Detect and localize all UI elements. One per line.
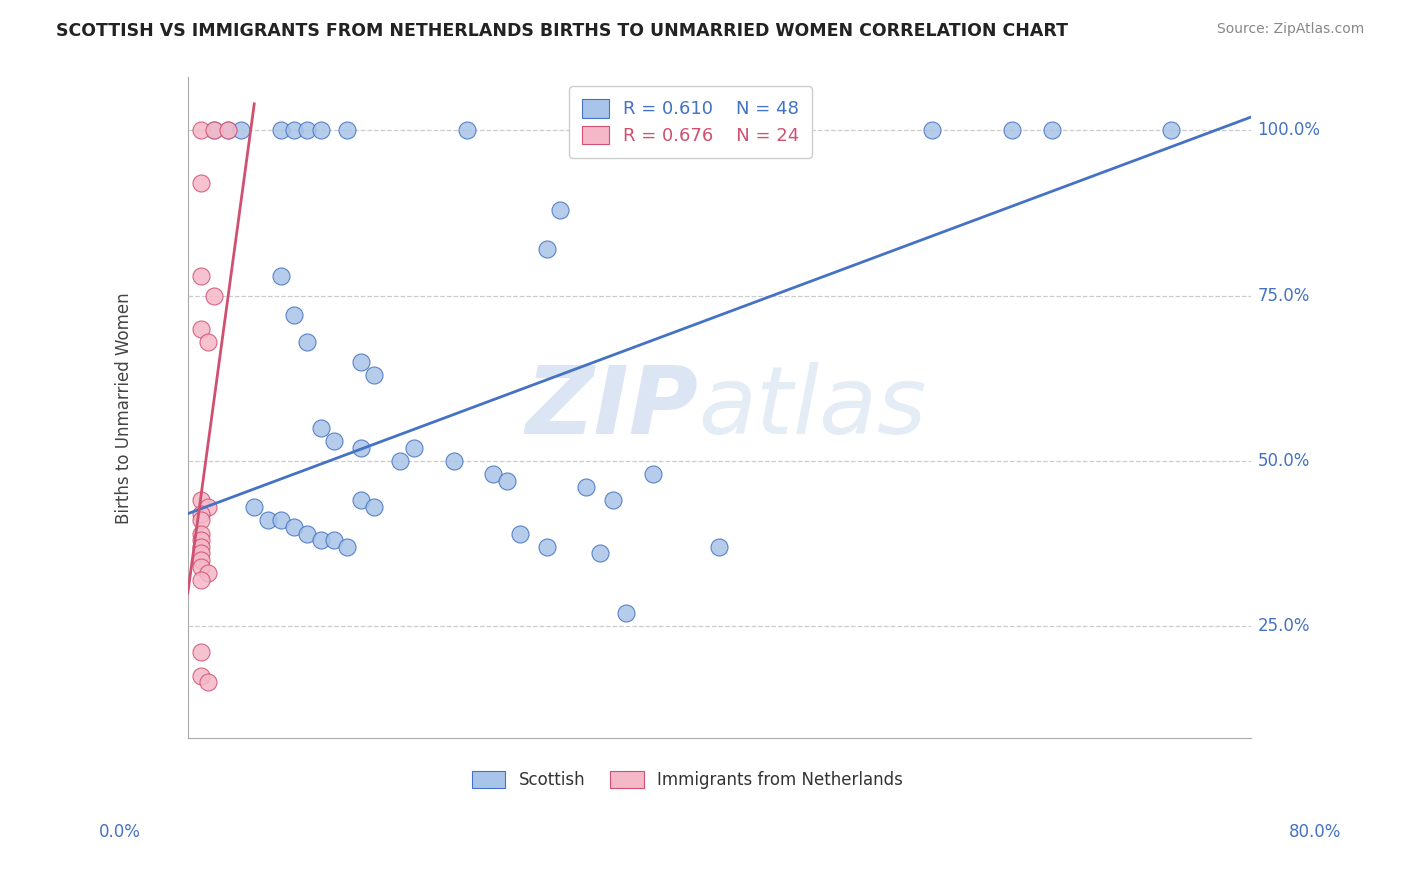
Point [297, 123, 319, 137]
Point [456, 123, 478, 137]
Point [197, 334, 219, 349]
Point [1040, 123, 1063, 137]
Point [190, 533, 212, 548]
Point [1001, 123, 1024, 137]
Text: SCOTTISH VS IMMIGRANTS FROM NETHERLANDS BIRTHS TO UNMARRIED WOMEN CORRELATION CH: SCOTTISH VS IMMIGRANTS FROM NETHERLANDS … [56, 22, 1069, 40]
Text: Births to Unmarried Women: Births to Unmarried Women [115, 292, 134, 524]
Point [190, 546, 212, 560]
Point [190, 513, 212, 527]
Point [548, 202, 571, 217]
Point [614, 606, 637, 620]
Point [217, 123, 239, 137]
Point [256, 513, 278, 527]
Point [349, 441, 371, 455]
Point [202, 123, 225, 137]
Point [482, 467, 505, 481]
Point [270, 513, 292, 527]
Point [202, 123, 225, 137]
Point [495, 474, 517, 488]
Point [297, 526, 319, 541]
Point [197, 566, 219, 581]
Point [336, 540, 359, 554]
Text: 100.0%: 100.0% [1257, 121, 1320, 139]
Point [536, 540, 558, 554]
Text: Source: ZipAtlas.com: Source: ZipAtlas.com [1216, 22, 1364, 37]
Point [190, 268, 212, 283]
Point [402, 441, 425, 455]
Text: ZIP: ZIP [526, 362, 699, 454]
Point [190, 573, 212, 587]
Point [190, 540, 212, 554]
Point [363, 368, 385, 382]
Point [217, 123, 239, 137]
Point [323, 533, 346, 548]
Point [1267, 123, 1289, 137]
Point [309, 533, 332, 548]
Point [229, 123, 252, 137]
Point [349, 354, 371, 368]
Point [297, 334, 319, 349]
Point [190, 123, 212, 137]
Point [202, 288, 225, 302]
Text: 0.0%: 0.0% [98, 822, 141, 840]
Text: 50.0%: 50.0% [1257, 452, 1310, 470]
Point [323, 434, 346, 448]
Point [190, 668, 212, 682]
Text: 80.0%: 80.0% [1288, 822, 1341, 840]
Point [190, 553, 212, 567]
Point [761, 123, 783, 137]
Text: 25.0%: 25.0% [1257, 617, 1310, 635]
Point [1160, 123, 1182, 137]
Point [190, 493, 212, 508]
Point [270, 268, 292, 283]
Point [197, 675, 219, 690]
Point [363, 500, 385, 514]
Point [921, 123, 943, 137]
Point [349, 493, 371, 508]
Point [602, 493, 624, 508]
Point [509, 526, 531, 541]
Text: 75.0%: 75.0% [1257, 286, 1310, 304]
Point [589, 546, 612, 560]
Point [283, 123, 305, 137]
Legend: Scottish, Immigrants from Netherlands: Scottish, Immigrants from Netherlands [458, 758, 917, 803]
Point [190, 645, 212, 659]
Point [389, 454, 412, 468]
Point [309, 123, 332, 137]
Text: atlas: atlas [699, 362, 927, 453]
Point [243, 500, 266, 514]
Point [190, 176, 212, 190]
Point [190, 321, 212, 335]
Point [197, 500, 219, 514]
Point [190, 507, 212, 521]
Point [575, 480, 598, 494]
Point [709, 540, 731, 554]
Point [536, 242, 558, 256]
Point [309, 421, 332, 435]
Point [270, 123, 292, 137]
Point [283, 309, 305, 323]
Point [443, 454, 465, 468]
Point [283, 520, 305, 534]
Point [336, 123, 359, 137]
Point [641, 467, 664, 481]
Point [190, 526, 212, 541]
Point [190, 559, 212, 574]
